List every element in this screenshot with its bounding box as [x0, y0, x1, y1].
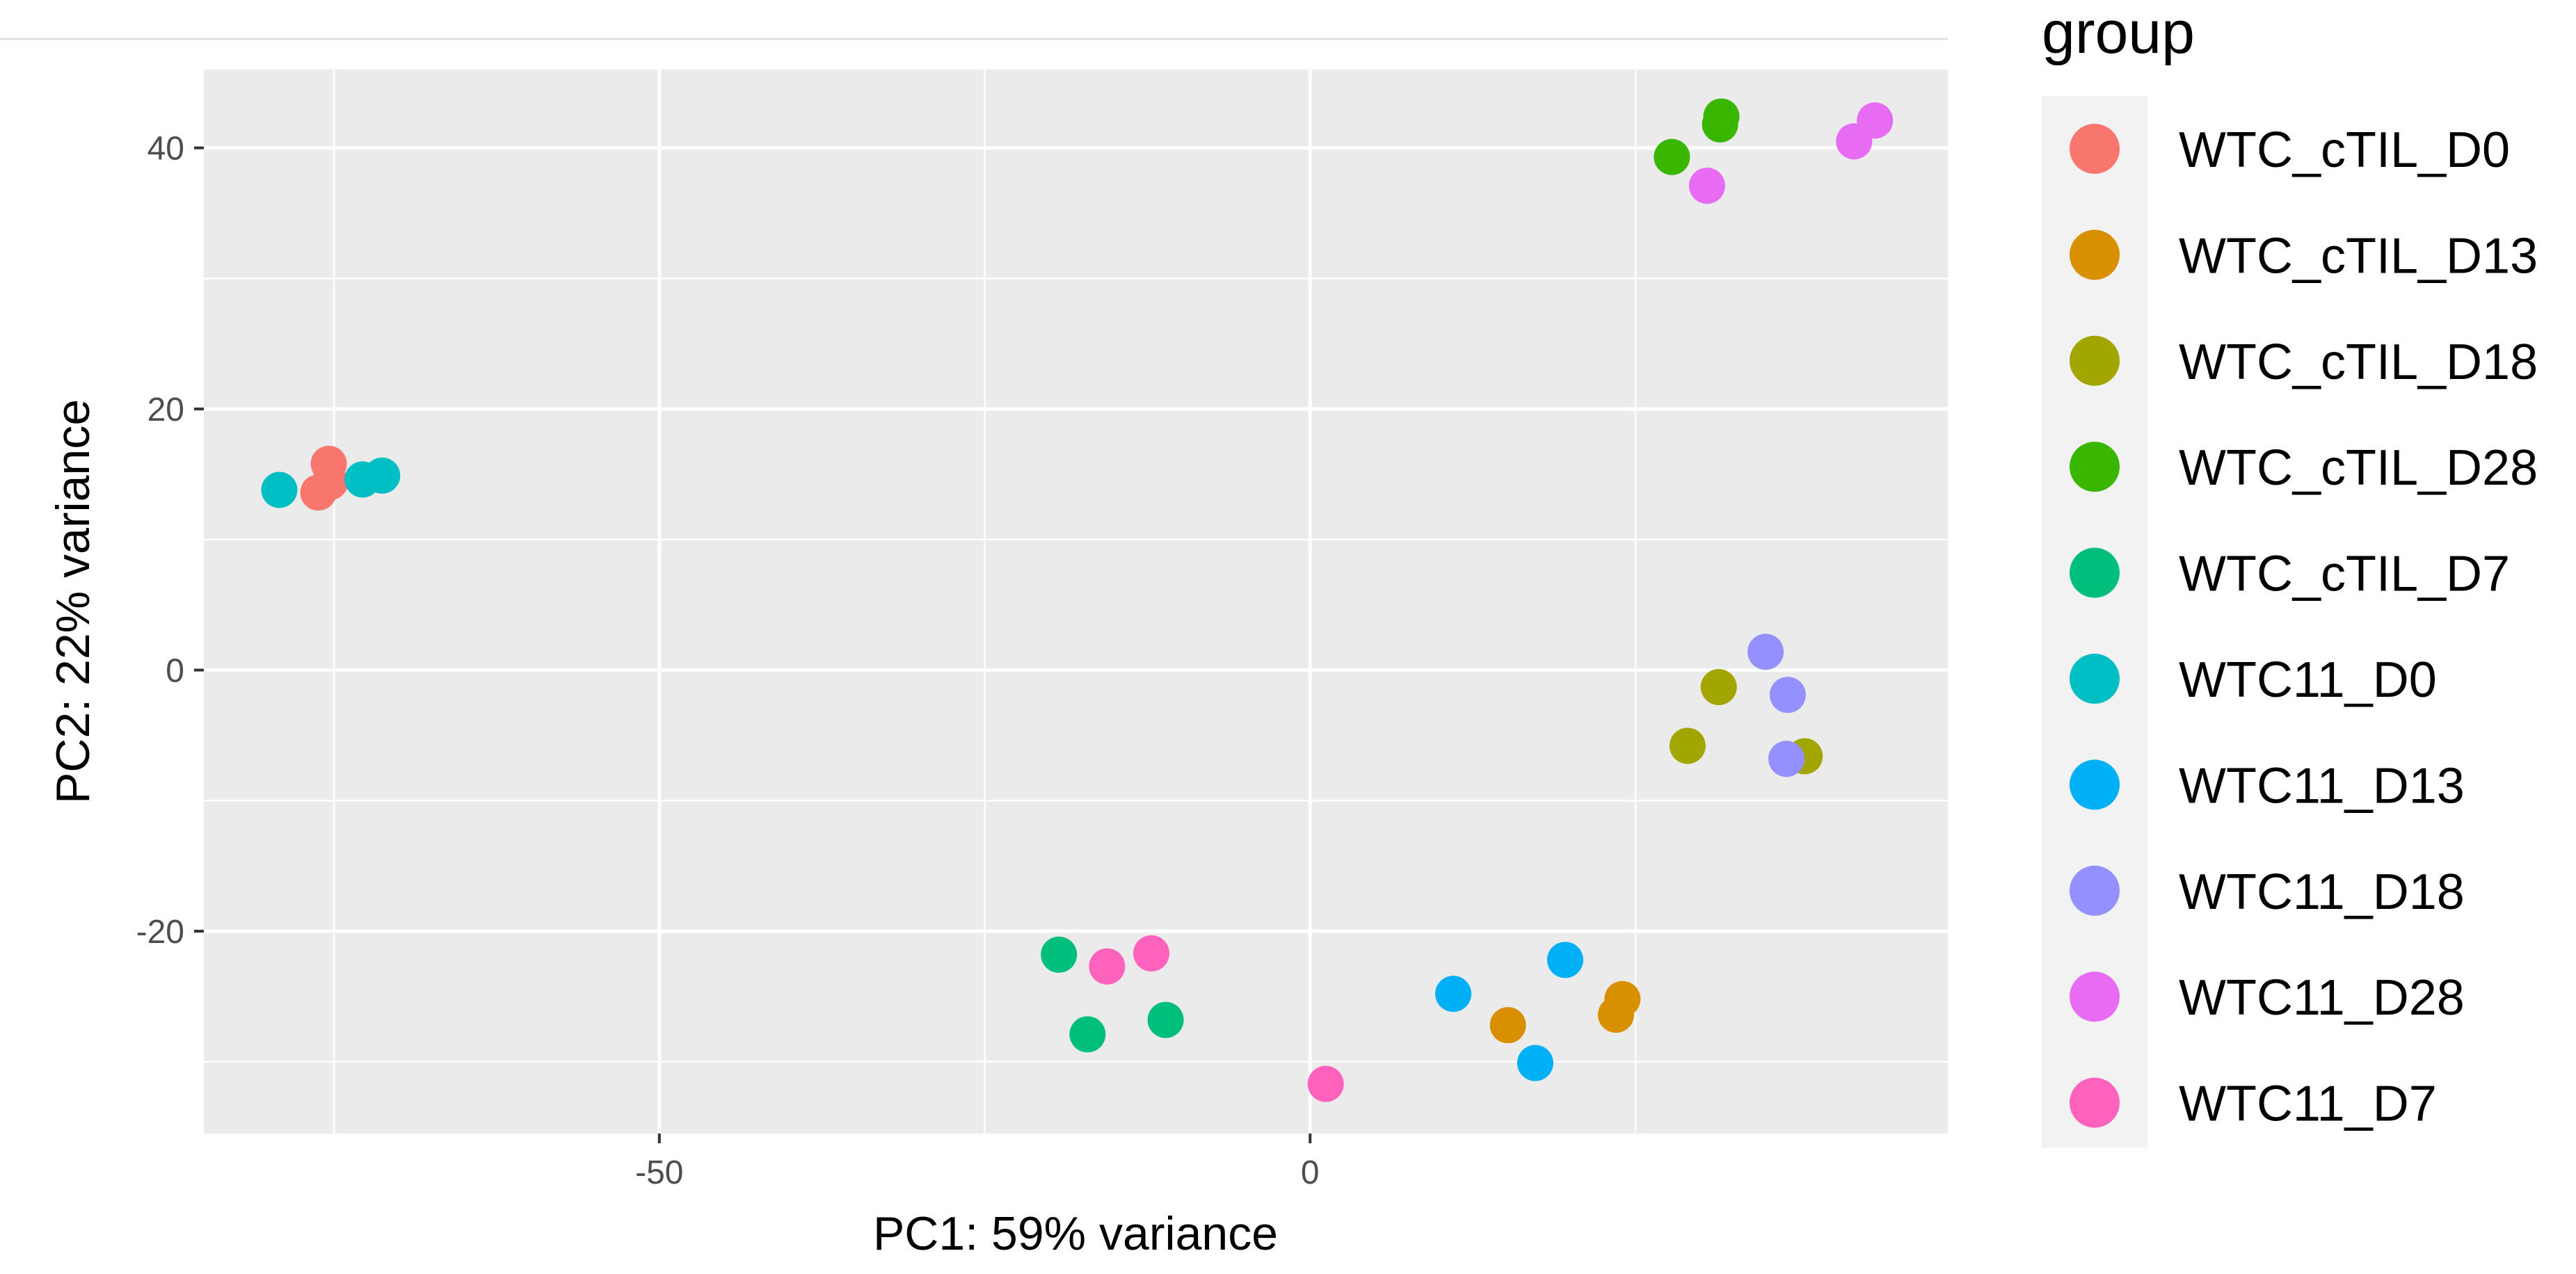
legend-label: WTC_cTIL_D0 — [2179, 122, 2510, 178]
legend: group WTC_cTIL_D0 WTC_cTIL_D13 WTC_cTIL_D1… — [2042, 0, 2538, 1147]
y-tick-label: 0 — [166, 653, 184, 690]
data-point — [1147, 1001, 1184, 1038]
y-tick-label: 40 — [147, 131, 184, 168]
data-point — [261, 471, 298, 508]
data-point — [1069, 1016, 1106, 1053]
data-points — [261, 98, 1894, 1102]
data-point — [1857, 102, 1894, 139]
data-point — [1703, 98, 1740, 135]
legend-key — [2070, 124, 2120, 174]
data-point — [1700, 668, 1737, 705]
y-tick-label: -20 — [136, 914, 184, 951]
data-point — [1688, 168, 1725, 204]
data-point — [1747, 634, 1784, 670]
data-point — [1768, 741, 1805, 777]
x-axis-title: PC1: 59% variance — [873, 1207, 1278, 1260]
data-point — [1041, 936, 1078, 973]
x-tick-label: -50 — [635, 1154, 683, 1191]
data-point — [312, 464, 349, 501]
legend-key — [2070, 547, 2120, 598]
data-point — [1669, 727, 1706, 764]
y-axis-title: PC2: 22% variance — [47, 399, 99, 804]
data-point — [1654, 138, 1690, 175]
legend-label: WTC_cTIL_D18 — [2179, 334, 2538, 390]
legend-label: WTC_cTIL_D28 — [2179, 440, 2538, 496]
data-point — [1133, 935, 1170, 971]
data-point — [1769, 677, 1806, 713]
legend-key — [2070, 1077, 2120, 1128]
legend-label: WTC11_D18 — [2179, 864, 2465, 920]
legend-label: WTC11_D0 — [2179, 652, 2437, 708]
y-tick-label: 20 — [147, 392, 184, 428]
data-point — [1089, 948, 1126, 985]
axes: -50 0 -20 0 20 40 — [136, 131, 1320, 1191]
legend-label: WTC11_D13 — [2179, 758, 2465, 814]
data-point — [1435, 976, 1472, 1013]
data-point — [1489, 1007, 1526, 1044]
data-point — [1517, 1045, 1553, 1081]
legend-label: WTC11_D7 — [2179, 1077, 2437, 1132]
legend-title: group — [2042, 0, 2195, 66]
data-point — [1307, 1065, 1344, 1102]
plot-panel — [204, 70, 1948, 1134]
legend-key — [2070, 335, 2120, 386]
legend-key — [2070, 865, 2120, 916]
data-point — [364, 457, 401, 494]
legend-key — [2070, 971, 2120, 1022]
x-tick-label: 0 — [1301, 1154, 1320, 1191]
legend-label: WTC_cTIL_D7 — [2179, 547, 2510, 602]
data-point — [1546, 942, 1583, 978]
legend-key — [2070, 759, 2120, 810]
data-point — [1604, 981, 1641, 1017]
legend-key — [2070, 654, 2120, 704]
legend-label: WTC_cTIL_D13 — [2179, 228, 2538, 284]
legend-label: WTC11_D28 — [2179, 970, 2465, 1026]
legend-key — [2070, 229, 2120, 280]
legend-key — [2070, 442, 2120, 492]
